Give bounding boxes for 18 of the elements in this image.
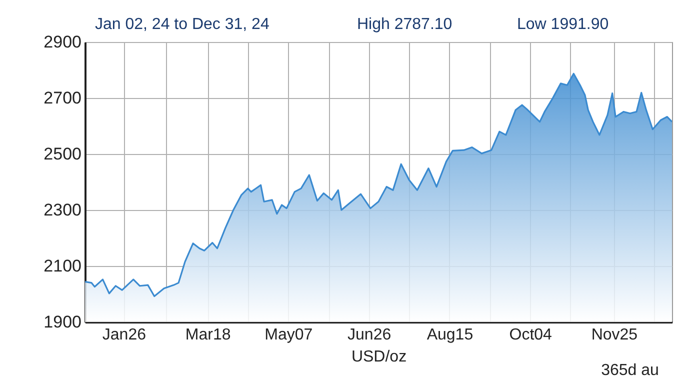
x-tick-label: Oct04 (509, 326, 552, 344)
x-axis-title: USD/oz (351, 348, 407, 366)
y-tick-label: 2100 (44, 256, 82, 276)
x-tick-label: Nov25 (591, 326, 638, 344)
x-tick-label: May07 (264, 326, 313, 344)
y-tick-label: 2700 (44, 88, 82, 108)
y-tick-label: 2500 (44, 144, 82, 164)
y-tick-label: 2300 (44, 200, 82, 220)
y-tick-label: 2900 (44, 32, 82, 52)
x-tick-label: Jun26 (348, 326, 392, 344)
x-tick-label: Aug15 (426, 326, 474, 344)
x-tick-label: Mar18 (185, 326, 231, 344)
x-tick-label: Jan26 (102, 326, 146, 344)
text: Low 1991.90 (517, 16, 609, 33)
y-tick-label: 1900 (44, 312, 82, 332)
text: High 2787.10 (357, 16, 452, 33)
text: 365d au (601, 362, 659, 379)
chart-title: Jan 02, 24 to Dec 31, 24 (95, 16, 270, 33)
